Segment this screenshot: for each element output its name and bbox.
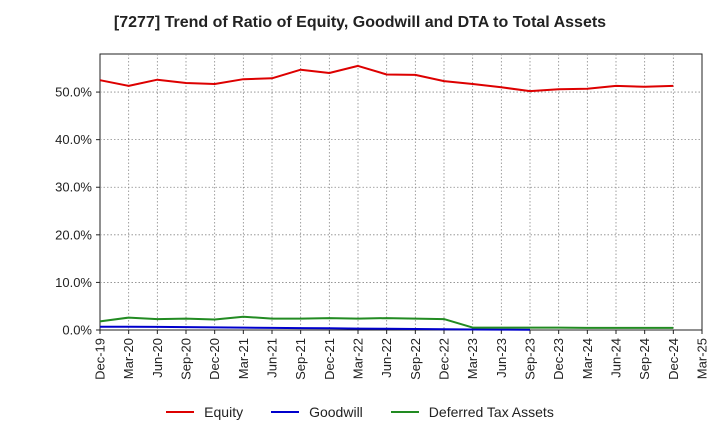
- legend-item: Deferred Tax Assets: [390, 404, 554, 420]
- legend-swatch: [390, 411, 419, 413]
- x-tick-label: Sep-21: [293, 338, 308, 380]
- x-tick-label: Dec-22: [437, 338, 452, 380]
- x-tick-label: Dec-20: [207, 338, 222, 380]
- x-tick-label: Dec-23: [551, 338, 566, 380]
- legend-swatch: [271, 411, 300, 413]
- x-tick-label: Jun-22: [379, 338, 394, 378]
- y-tick-label: 30.0%: [55, 180, 92, 195]
- x-tick-label: Dec-19: [93, 338, 108, 380]
- x-tick-label: Sep-20: [179, 338, 194, 380]
- plot-frame: [99, 53, 703, 331]
- legend-item: Equity: [166, 404, 243, 420]
- x-tick-label: Mar-24: [580, 338, 595, 379]
- legend-label: Deferred Tax Assets: [428, 404, 554, 420]
- x-tick-label: Mar-25: [695, 338, 710, 379]
- x-tick-label: Mar-21: [236, 338, 251, 379]
- y-tick-label: 10.0%: [55, 275, 92, 290]
- series-line-goodwill: [100, 325, 531, 331]
- x-tick-label: Jun-23: [494, 338, 509, 378]
- legend-label: Goodwill: [309, 404, 363, 420]
- x-tick-label: Jun-20: [150, 338, 165, 378]
- x-tick-label: Jun-21: [265, 338, 280, 378]
- series-line-deferred-tax-assets: [99, 315, 674, 329]
- x-tick-label: Dec-24: [666, 338, 681, 380]
- x-tick-label: Sep-23: [523, 338, 538, 380]
- legend-swatch: [166, 411, 195, 413]
- series-line-equity: [99, 64, 674, 93]
- legend: Equity Goodwill Deferred Tax Assets: [0, 404, 720, 420]
- x-tick-label: Jun-24: [609, 338, 624, 378]
- chart-title: [7277] Trend of Ratio of Equity, Goodwil…: [113, 14, 607, 31]
- x-tick-label: Sep-24: [637, 338, 652, 380]
- legend-item: Goodwill: [271, 404, 363, 420]
- x-tick-label: Mar-20: [121, 338, 136, 379]
- x-tick-label: Sep-22: [408, 338, 423, 380]
- legend-label: Equity: [204, 404, 244, 420]
- x-tick-label: Mar-23: [465, 338, 480, 379]
- y-tick-label: 20.0%: [55, 227, 92, 242]
- y-tick-label: 50.0%: [55, 85, 92, 100]
- y-tick-label: 40.0%: [55, 132, 92, 147]
- y-tick-label: 0.0%: [62, 323, 92, 338]
- x-tick-label: Dec-21: [322, 338, 337, 380]
- x-tick-label: Mar-22: [351, 338, 366, 379]
